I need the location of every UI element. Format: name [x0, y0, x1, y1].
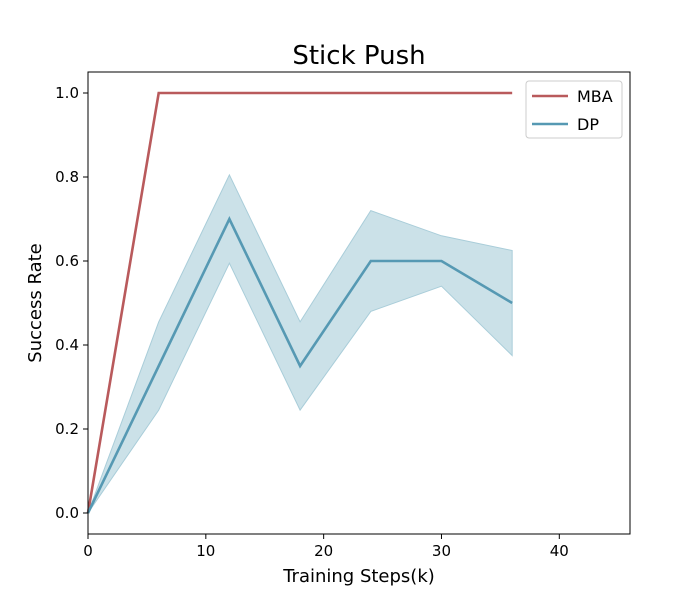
- plot-area: 0 10 20 30 40 0.0 0.2 0.4 0.6 0.8 1.0: [55, 71, 631, 560]
- legend-label-dp: DP: [577, 115, 599, 134]
- confidence-band-dp: [87, 173, 513, 514]
- series-line-mba: [86, 91, 513, 514]
- y-tick-label: 0.6: [55, 252, 79, 270]
- y-axis-label: Success Rate: [25, 243, 46, 362]
- y-tick-label: 0.2: [55, 420, 79, 438]
- x-tick-label: 30: [432, 542, 451, 560]
- legend-label-mba: MBA: [577, 87, 613, 106]
- y-tick-label: 0.8: [55, 168, 79, 186]
- x-tick-label: 0: [83, 542, 93, 560]
- x-axis-label: Training Steps(k): [282, 566, 435, 587]
- y-tick-label: 1.0: [55, 84, 79, 102]
- y-tick-label: 0.4: [55, 336, 79, 354]
- x-tick-label: 40: [550, 542, 569, 560]
- y-tick-label: 0.0: [55, 504, 79, 522]
- x-tick-label: 20: [314, 542, 333, 560]
- series-line-dp: [86, 216, 513, 514]
- x-tick-label: 10: [196, 542, 215, 560]
- axes-frame: [87, 71, 631, 535]
- legend: MBA DP: [525, 80, 623, 139]
- chart-title: Stick Push: [292, 41, 425, 71]
